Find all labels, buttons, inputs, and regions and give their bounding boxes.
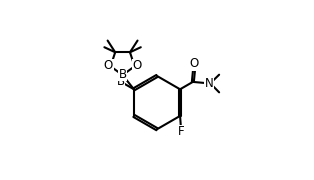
Text: B: B [117, 75, 125, 88]
Text: O: O [190, 57, 199, 70]
Text: N: N [205, 77, 214, 90]
Text: F: F [178, 125, 184, 138]
Text: B: B [118, 68, 127, 81]
Text: O: O [104, 60, 113, 73]
Text: O: O [132, 60, 141, 73]
